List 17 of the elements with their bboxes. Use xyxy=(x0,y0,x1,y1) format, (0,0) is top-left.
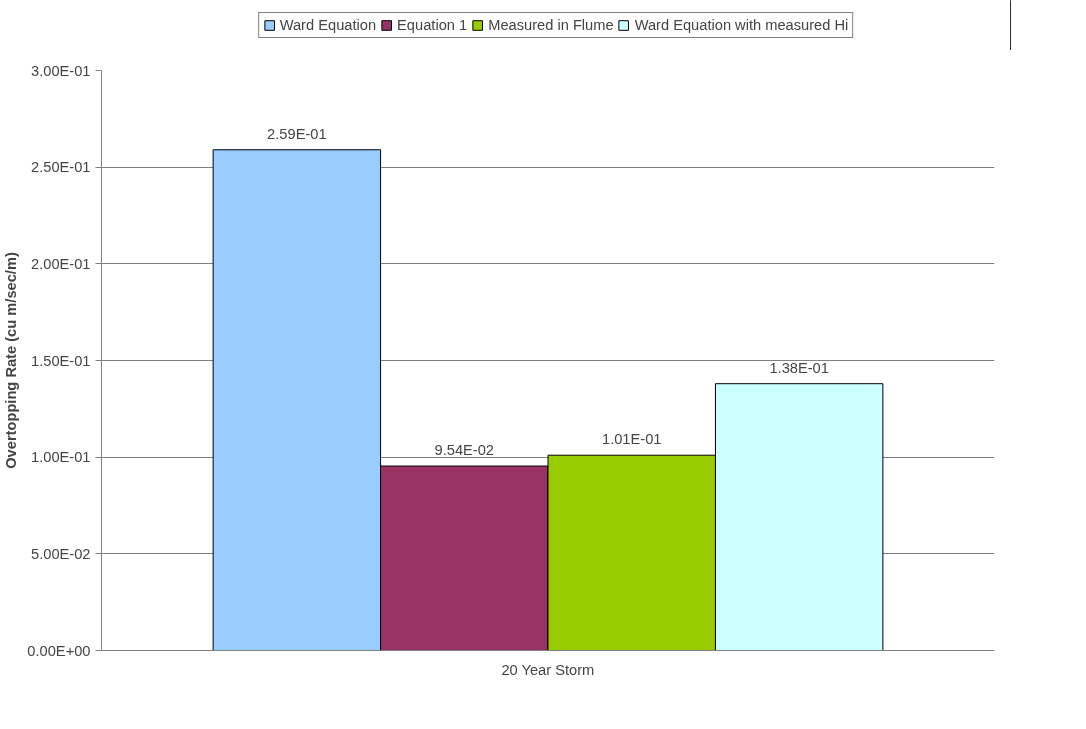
y-tick-label: 5.00E-02 xyxy=(31,545,91,562)
data-label: 9.54E-02 xyxy=(434,442,495,459)
data-label: 1.38E-01 xyxy=(769,359,829,376)
data-label: 2.59E-01 xyxy=(267,125,327,142)
legend-label: Measured in Flume xyxy=(488,17,614,33)
y-tick-label: 2.50E-01 xyxy=(31,159,91,176)
x-tick-label: 20 Year Storm xyxy=(501,661,595,678)
y-tick-label: 2.00E-01 xyxy=(31,255,91,272)
legend-label: Ward Equation with measured Hi xyxy=(634,17,849,33)
y-tick-label: 3.00E-01 xyxy=(31,62,91,79)
y-tick-label: 0.00E+00 xyxy=(27,642,91,659)
y-tick-label: 1.00E-01 xyxy=(31,449,91,466)
data-label: 1.01E-01 xyxy=(601,431,662,448)
legend-label: Ward Equation xyxy=(279,17,377,33)
legend-label: Equation 1 xyxy=(397,17,468,33)
y-tick-label: 1.50E-01 xyxy=(31,352,91,369)
y-axis-title: Overtopping Rate (cu m/sec/m) xyxy=(3,252,20,469)
